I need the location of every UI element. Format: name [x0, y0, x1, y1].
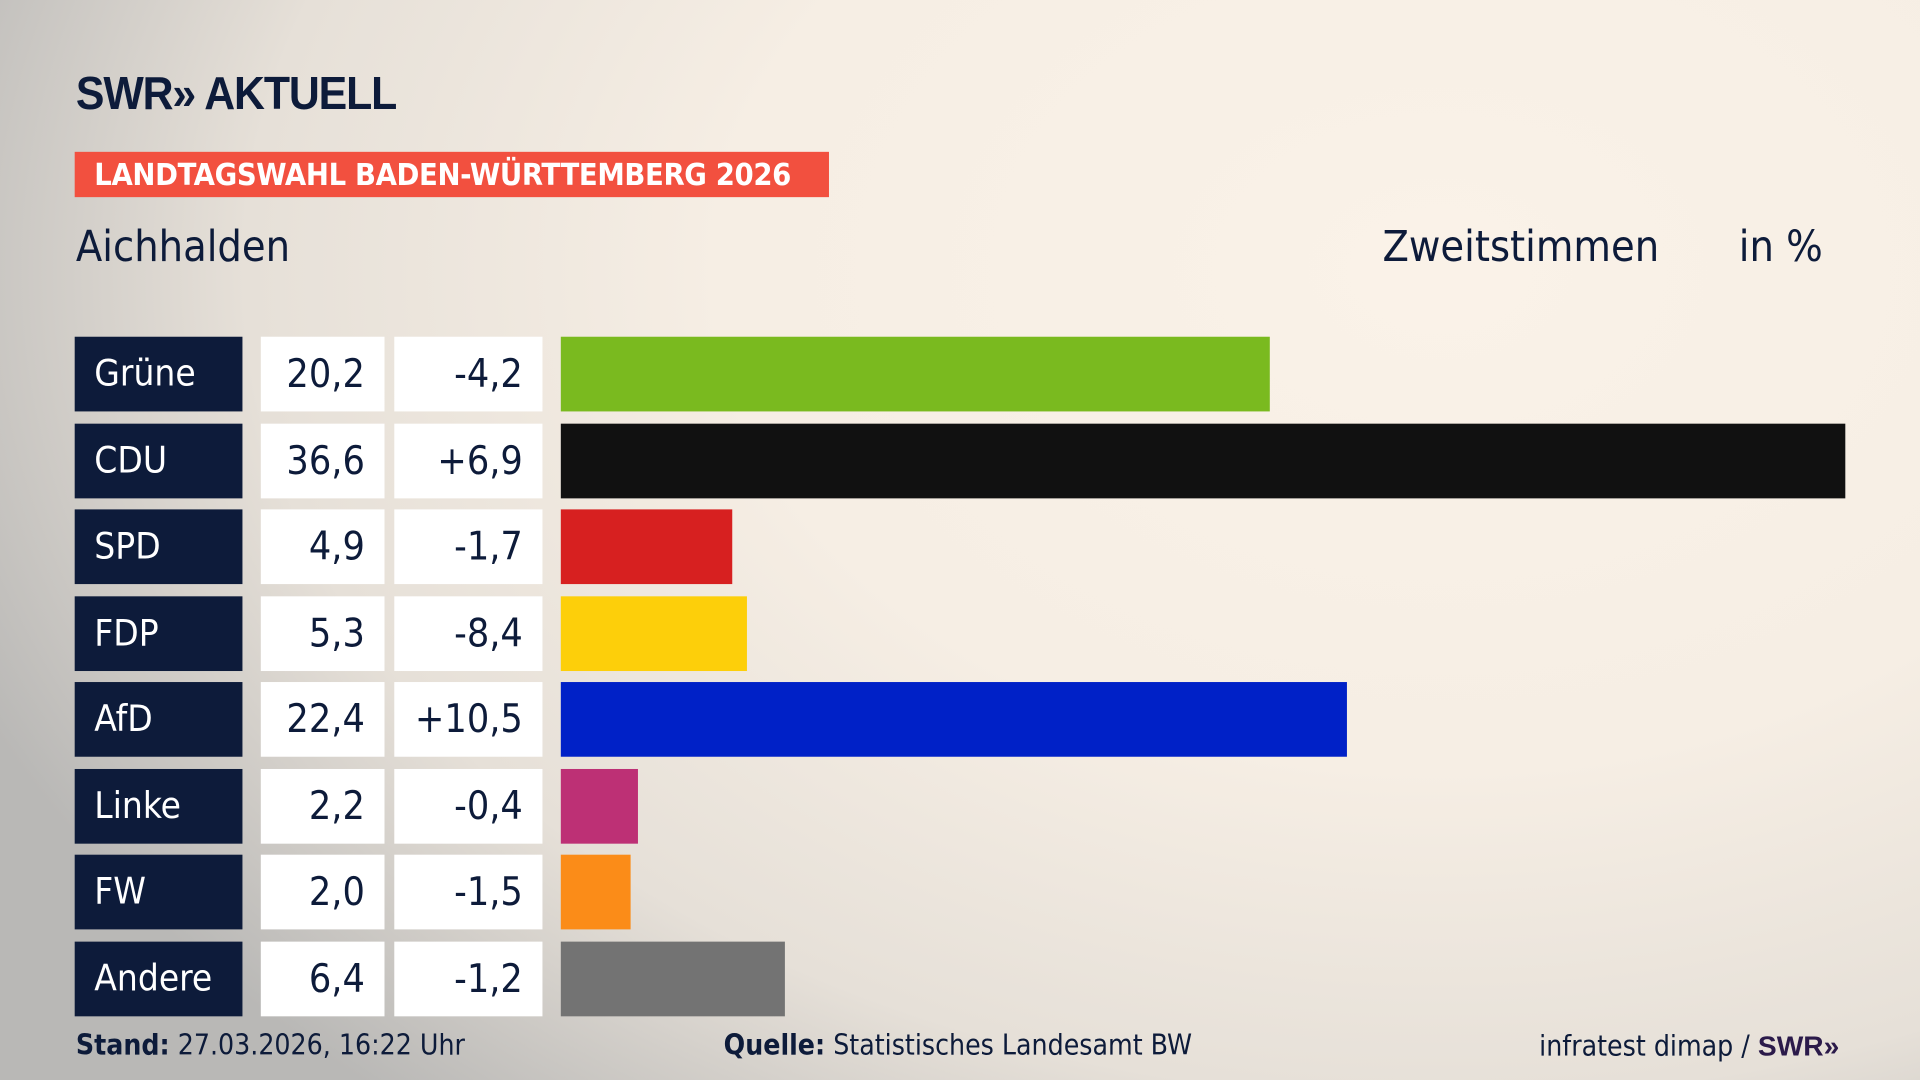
party-label: Andere — [74, 941, 243, 1016]
unit-label: in % — [1738, 222, 1823, 272]
party-label: AfD — [74, 682, 243, 757]
party-label: Linke — [74, 768, 243, 844]
source-info: Quelle: Statistisches Landesamt BW — [724, 1030, 1192, 1062]
party-label: FW — [74, 854, 243, 930]
credit-text: infratest dimap / — [1539, 1031, 1750, 1063]
party-label: SPD — [74, 509, 243, 585]
value-label: 20,2 — [260, 336, 385, 412]
bar — [560, 336, 1270, 412]
source-value: Statistisches Landesamt BW — [833, 1029, 1193, 1062]
party-label: CDU — [74, 423, 243, 498]
value-label: 6,4 — [260, 941, 385, 1016]
value-label: 5,3 — [260, 595, 385, 671]
change-label: -0,4 — [394, 768, 543, 844]
stand-value: 27.03.2026, 16:22 Uhr — [177, 1029, 465, 1062]
bar — [560, 423, 1846, 498]
stand-info: Stand: 27.03.2026, 16:22 Uhr — [76, 1030, 465, 1062]
value-label: 2,0 — [260, 854, 385, 930]
party-label: FDP — [74, 595, 243, 671]
stand-label: Stand: — [75, 1029, 170, 1062]
change-label: -1,5 — [394, 854, 543, 930]
location-title: Aichhalden — [75, 222, 291, 272]
credit-info: infratest dimap / SWR» — [1539, 1030, 1839, 1063]
value-label: 22,4 — [260, 682, 385, 757]
change-label: -1,2 — [394, 941, 543, 1016]
bar — [560, 941, 786, 1016]
party-label: Grüne — [74, 336, 243, 412]
change-label: +10,5 — [394, 682, 543, 757]
election-badge: LANDTAGSWAHL BADEN-WÜRTTEMBERG 2026 — [74, 151, 829, 198]
change-label: -8,4 — [394, 595, 543, 671]
bar — [560, 595, 747, 671]
value-label: 36,6 — [260, 423, 385, 498]
value-label: 4,9 — [260, 509, 385, 585]
change-label: -4,2 — [394, 336, 543, 412]
swr-logo-small: SWR» — [1757, 1029, 1840, 1062]
bar — [560, 768, 639, 844]
bar — [560, 509, 733, 585]
change-label: +6,9 — [394, 423, 543, 498]
value-label: 2,2 — [260, 768, 385, 844]
bar — [560, 854, 631, 930]
source-label: Quelle: — [723, 1029, 826, 1062]
vote-type-label: Zweitstimmen — [1382, 222, 1660, 272]
bar — [560, 682, 1347, 757]
change-label: -1,7 — [394, 509, 543, 585]
swr-aktuell-logo: SWR» AKTUELL — [75, 68, 397, 121]
